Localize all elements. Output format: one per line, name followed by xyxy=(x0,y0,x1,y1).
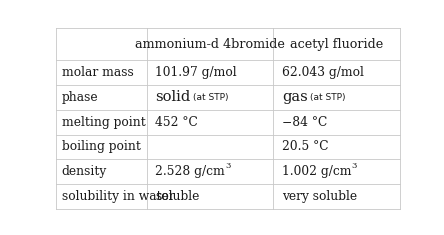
Text: very soluble: very soluble xyxy=(282,190,357,203)
Text: 3: 3 xyxy=(225,162,230,170)
Text: density: density xyxy=(62,165,107,178)
Text: 62.043 g/mol: 62.043 g/mol xyxy=(282,66,364,79)
Text: gas: gas xyxy=(282,90,308,104)
Text: 1.002 g/cm: 1.002 g/cm xyxy=(282,165,351,178)
Text: 452 °C: 452 °C xyxy=(155,116,198,129)
Text: soluble: soluble xyxy=(155,190,200,203)
Text: melting point: melting point xyxy=(62,116,146,129)
Text: ammonium-d 4bromide: ammonium-d 4bromide xyxy=(135,38,285,51)
Text: solubility in water: solubility in water xyxy=(62,190,174,203)
Text: boiling point: boiling point xyxy=(62,141,141,153)
Text: 2.528 g/cm: 2.528 g/cm xyxy=(155,165,225,178)
Text: 101.97 g/mol: 101.97 g/mol xyxy=(155,66,237,79)
Text: −84 °C: −84 °C xyxy=(282,116,327,129)
Text: acetyl fluoride: acetyl fluoride xyxy=(290,38,383,51)
Text: (at STP): (at STP) xyxy=(310,93,346,102)
Text: (at STP): (at STP) xyxy=(193,93,229,102)
Text: solid: solid xyxy=(155,90,190,104)
Text: molar mass: molar mass xyxy=(62,66,134,79)
Text: 3: 3 xyxy=(351,162,357,170)
Text: phase: phase xyxy=(62,91,98,104)
Text: 20.5 °C: 20.5 °C xyxy=(282,141,329,153)
